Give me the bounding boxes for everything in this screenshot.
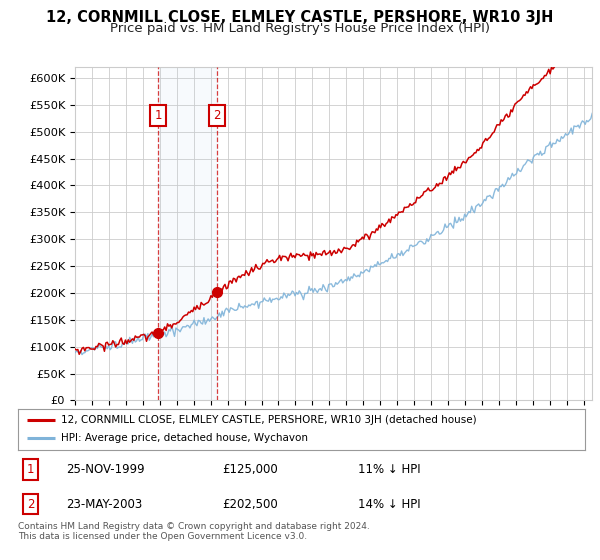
Text: Contains HM Land Registry data © Crown copyright and database right 2024.
This d: Contains HM Land Registry data © Crown c… (18, 522, 370, 542)
Text: £125,000: £125,000 (222, 463, 278, 476)
Text: 2: 2 (27, 498, 34, 511)
Text: 25-NOV-1999: 25-NOV-1999 (66, 463, 145, 476)
Text: 1: 1 (154, 109, 162, 122)
Text: 12, CORNMILL CLOSE, ELMLEY CASTLE, PERSHORE, WR10 3JH: 12, CORNMILL CLOSE, ELMLEY CASTLE, PERSH… (46, 10, 554, 25)
Text: 11% ↓ HPI: 11% ↓ HPI (358, 463, 421, 476)
Text: HPI: Average price, detached house, Wychavon: HPI: Average price, detached house, Wych… (61, 433, 308, 443)
Text: 2: 2 (214, 109, 221, 122)
Bar (158, 67, 217, 400)
Text: 12, CORNMILL CLOSE, ELMLEY CASTLE, PERSHORE, WR10 3JH (detached house): 12, CORNMILL CLOSE, ELMLEY CASTLE, PERSH… (61, 416, 476, 425)
Text: Price paid vs. HM Land Registry's House Price Index (HPI): Price paid vs. HM Land Registry's House … (110, 22, 490, 35)
Text: 1: 1 (27, 463, 34, 476)
Text: 14% ↓ HPI: 14% ↓ HPI (358, 498, 421, 511)
Text: £202,500: £202,500 (222, 498, 278, 511)
Text: 23-MAY-2003: 23-MAY-2003 (66, 498, 142, 511)
